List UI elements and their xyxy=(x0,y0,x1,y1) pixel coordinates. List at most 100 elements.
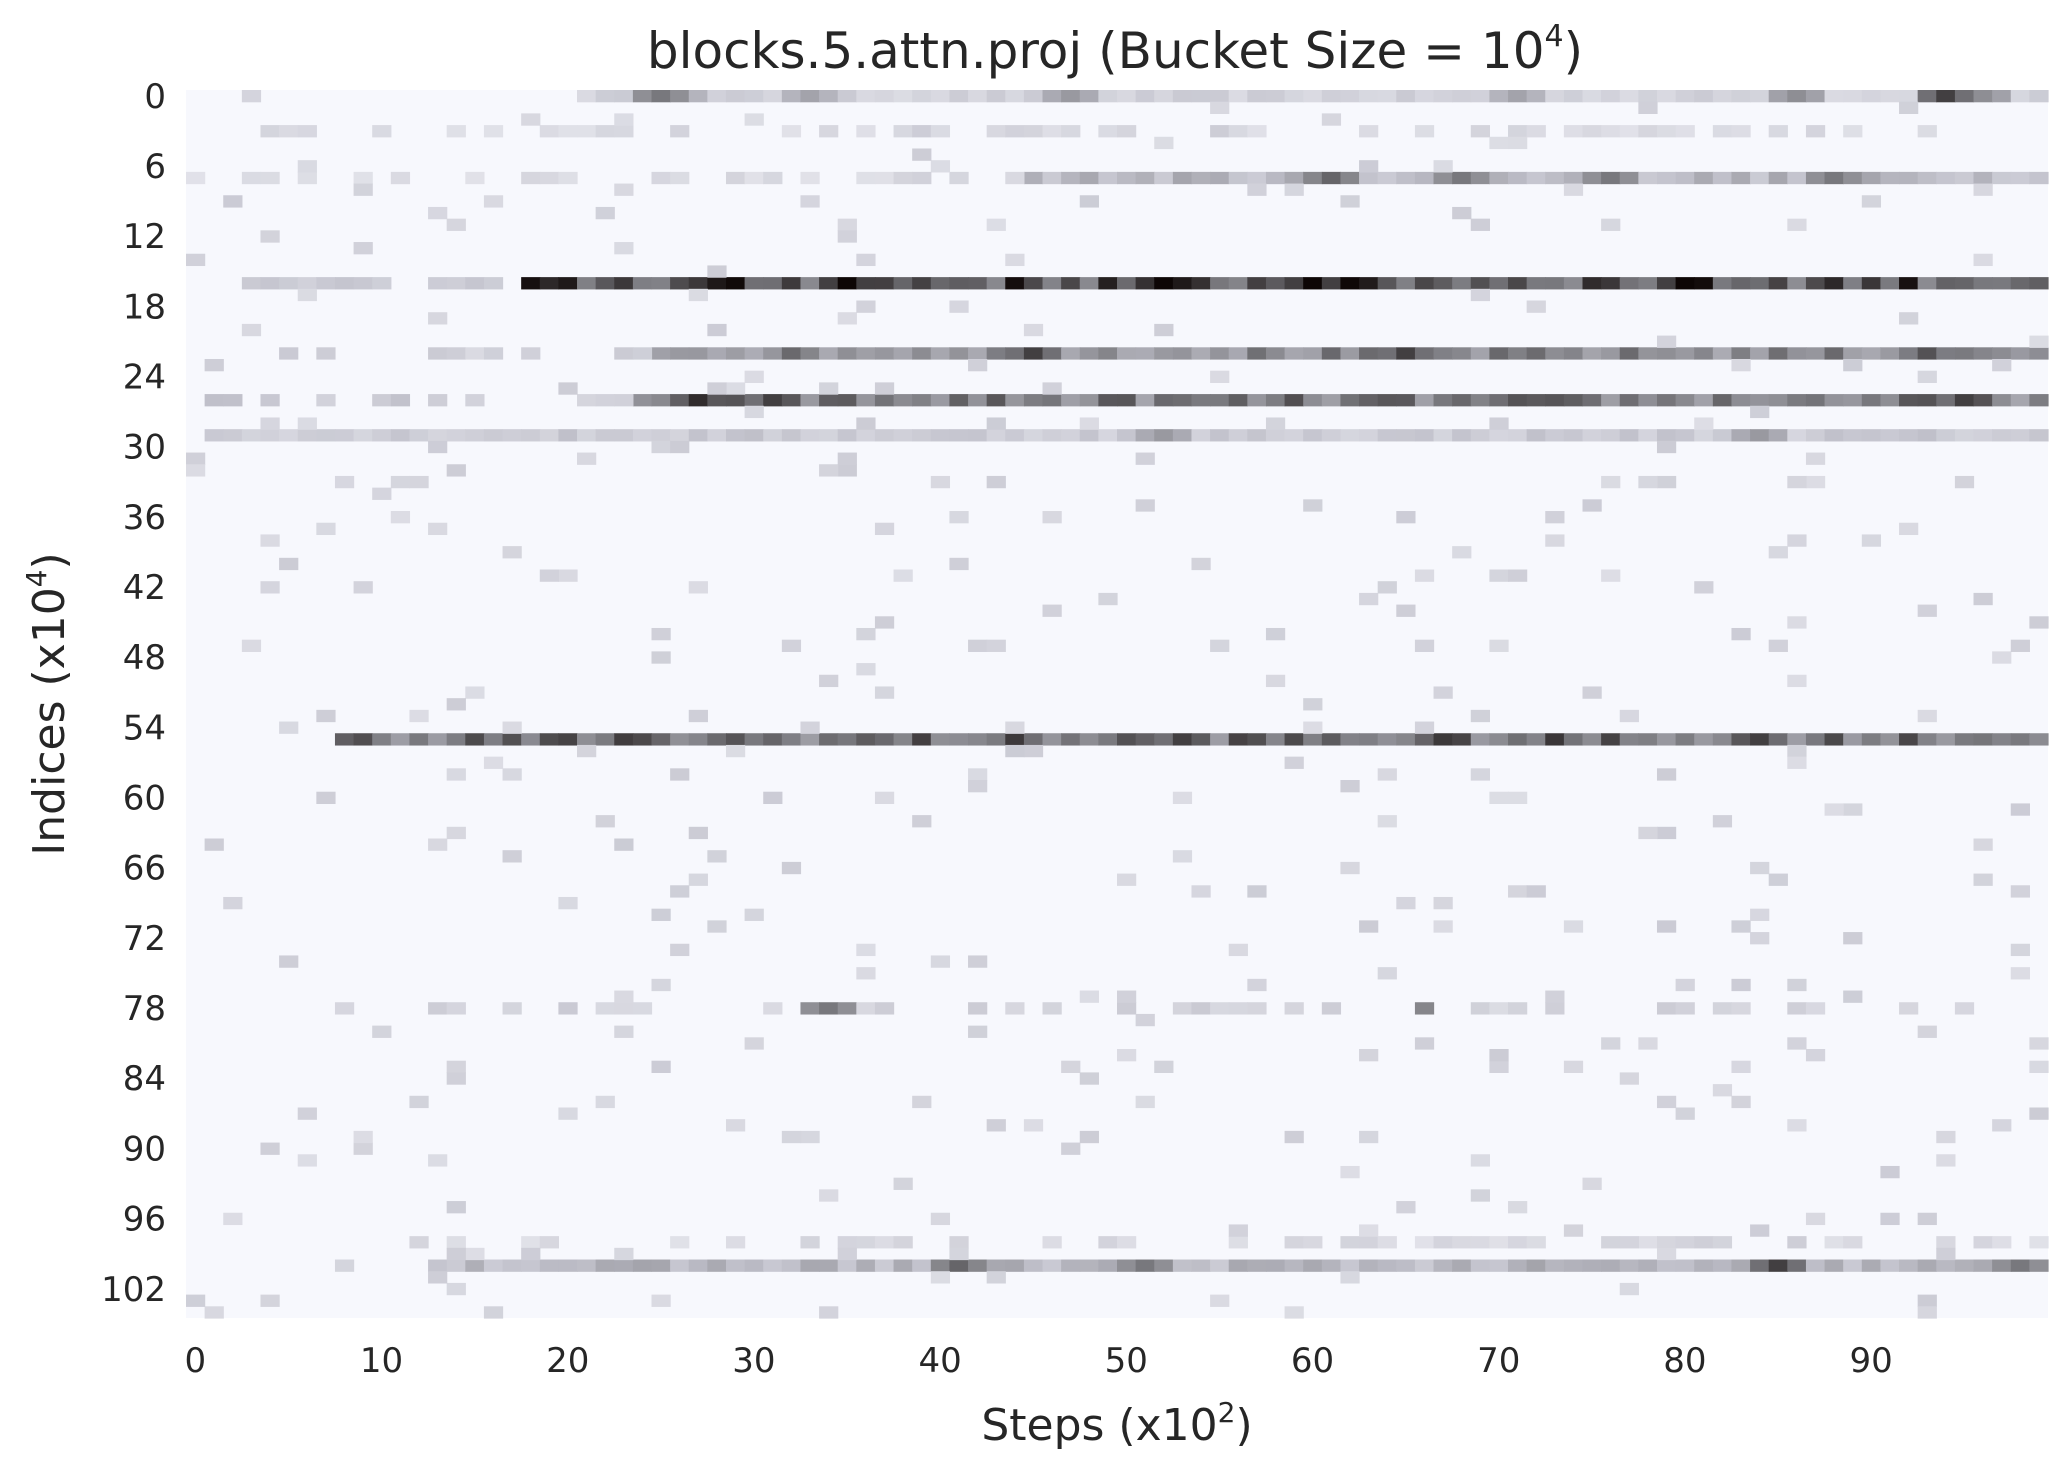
heatmap-cell xyxy=(428,1002,448,1015)
heatmap-cell xyxy=(856,943,876,957)
heatmap-cell xyxy=(1563,1259,1584,1272)
heatmap-cell xyxy=(428,733,448,746)
heatmap-cell xyxy=(763,90,783,103)
heatmap-cell xyxy=(577,744,597,758)
heatmap-cell xyxy=(707,1259,727,1272)
heatmap-cell xyxy=(1805,452,1826,465)
heatmap-cell xyxy=(1489,429,1509,442)
heatmap-cell xyxy=(1377,967,1397,980)
heatmap-cell xyxy=(353,277,373,290)
heatmap-cell xyxy=(1880,429,1900,442)
heatmap-cell xyxy=(1377,1259,1397,1272)
heatmap-cell xyxy=(1359,429,1379,442)
heatmap-cell xyxy=(1340,733,1360,746)
heatmap-cell xyxy=(1079,277,1099,290)
heatmap-cell xyxy=(707,394,727,407)
heatmap-cell xyxy=(949,171,969,185)
heatmap-cell xyxy=(893,125,913,138)
heatmap-cell xyxy=(2010,885,2030,898)
heatmap-cell xyxy=(1228,277,1248,290)
heatmap-cell xyxy=(2029,1259,2049,1272)
heatmap-cell xyxy=(1861,277,1882,290)
x-tick-label: 20 xyxy=(546,1341,589,1381)
heatmap-cell xyxy=(1656,826,1677,840)
heatmap-cell xyxy=(1396,511,1416,524)
heatmap-cell xyxy=(874,686,895,699)
heatmap-cell xyxy=(558,125,578,138)
heatmap-cell xyxy=(1638,475,1658,489)
heatmap-cell xyxy=(707,920,727,933)
heatmap-cell xyxy=(1656,1259,1677,1272)
heatmap-cell xyxy=(856,347,876,360)
heatmap-cell xyxy=(1582,733,1602,746)
heatmap-cell xyxy=(1414,90,1435,103)
heatmap-cell xyxy=(1023,394,1044,407)
heatmap-cell xyxy=(1563,429,1584,442)
heatmap-cell xyxy=(1470,394,1490,407)
heatmap-cell xyxy=(1359,1224,1379,1237)
heatmap-cell xyxy=(465,429,485,442)
heatmap-cell xyxy=(874,429,895,442)
heatmap-cell xyxy=(1079,394,1099,407)
heatmap-cell xyxy=(1601,90,1621,103)
heatmap-cell xyxy=(1601,429,1621,442)
heatmap-cell xyxy=(297,1154,317,1167)
heatmap-cell xyxy=(1992,394,2012,407)
heatmap-cell xyxy=(968,429,988,442)
heatmap-cell xyxy=(1638,733,1658,746)
heatmap-cell xyxy=(1042,733,1062,746)
heatmap-cell xyxy=(1619,347,1639,360)
heatmap-cell xyxy=(856,733,876,746)
heatmap-cell xyxy=(353,171,373,185)
heatmap-cell xyxy=(1191,347,1211,360)
heatmap-cell xyxy=(986,125,1006,138)
heatmap-cell xyxy=(353,242,373,255)
heatmap-cell xyxy=(800,721,820,734)
heatmap-cell xyxy=(688,277,708,290)
heatmap-cell xyxy=(223,1212,243,1226)
heatmap-cell xyxy=(1303,277,1323,290)
heatmap-cell xyxy=(1675,125,1695,138)
heatmap-cell xyxy=(1303,499,1323,512)
heatmap-cell xyxy=(1563,394,1584,407)
heatmap-cell xyxy=(241,639,262,652)
y-tick-label: 12 xyxy=(123,217,166,257)
heatmap-cell xyxy=(819,347,839,360)
heatmap-cell xyxy=(1656,125,1677,138)
heatmap-cell xyxy=(1731,1002,1751,1015)
heatmap-cell xyxy=(1135,347,1155,360)
heatmap-cell xyxy=(1489,90,1509,103)
heatmap-cell xyxy=(1694,581,1714,594)
heatmap-cell xyxy=(1731,347,1751,360)
heatmap-cell xyxy=(2010,803,2030,816)
heatmap-cell xyxy=(465,171,485,185)
heatmap-cell xyxy=(1359,920,1379,933)
heatmap-cell xyxy=(614,1259,634,1272)
heatmap-cell xyxy=(1452,206,1472,220)
heatmap-cell xyxy=(1303,1259,1323,1272)
heatmap-cell xyxy=(1508,733,1528,746)
heatmap-cell xyxy=(1880,277,1900,290)
heatmap-cell xyxy=(1712,1002,1733,1015)
heatmap-cell xyxy=(707,277,727,290)
heatmap-cell xyxy=(1768,125,1788,138)
heatmap-cell xyxy=(912,171,932,185)
heatmap-cell xyxy=(1470,90,1490,103)
heatmap-cell xyxy=(949,429,969,442)
heatmap-cell xyxy=(1545,990,1565,1003)
heatmap-cell xyxy=(1954,475,1975,489)
y-axis-label: Indices (x104) xyxy=(20,552,75,855)
heatmap-cell xyxy=(1843,125,1863,138)
heatmap-cell xyxy=(483,429,504,442)
heatmap-cell xyxy=(856,277,876,290)
heatmap-cell xyxy=(707,347,727,360)
heatmap-cell xyxy=(1117,171,1137,185)
heatmap-cell xyxy=(372,733,392,746)
heatmap-cell xyxy=(893,1236,913,1249)
heatmap-cell xyxy=(819,429,839,442)
heatmap-cell xyxy=(1824,429,1844,442)
heatmap-cell xyxy=(409,1095,429,1109)
heatmap-cell xyxy=(1172,429,1193,442)
heatmap-cell xyxy=(1619,90,1639,103)
heatmap-cell xyxy=(1191,171,1211,185)
